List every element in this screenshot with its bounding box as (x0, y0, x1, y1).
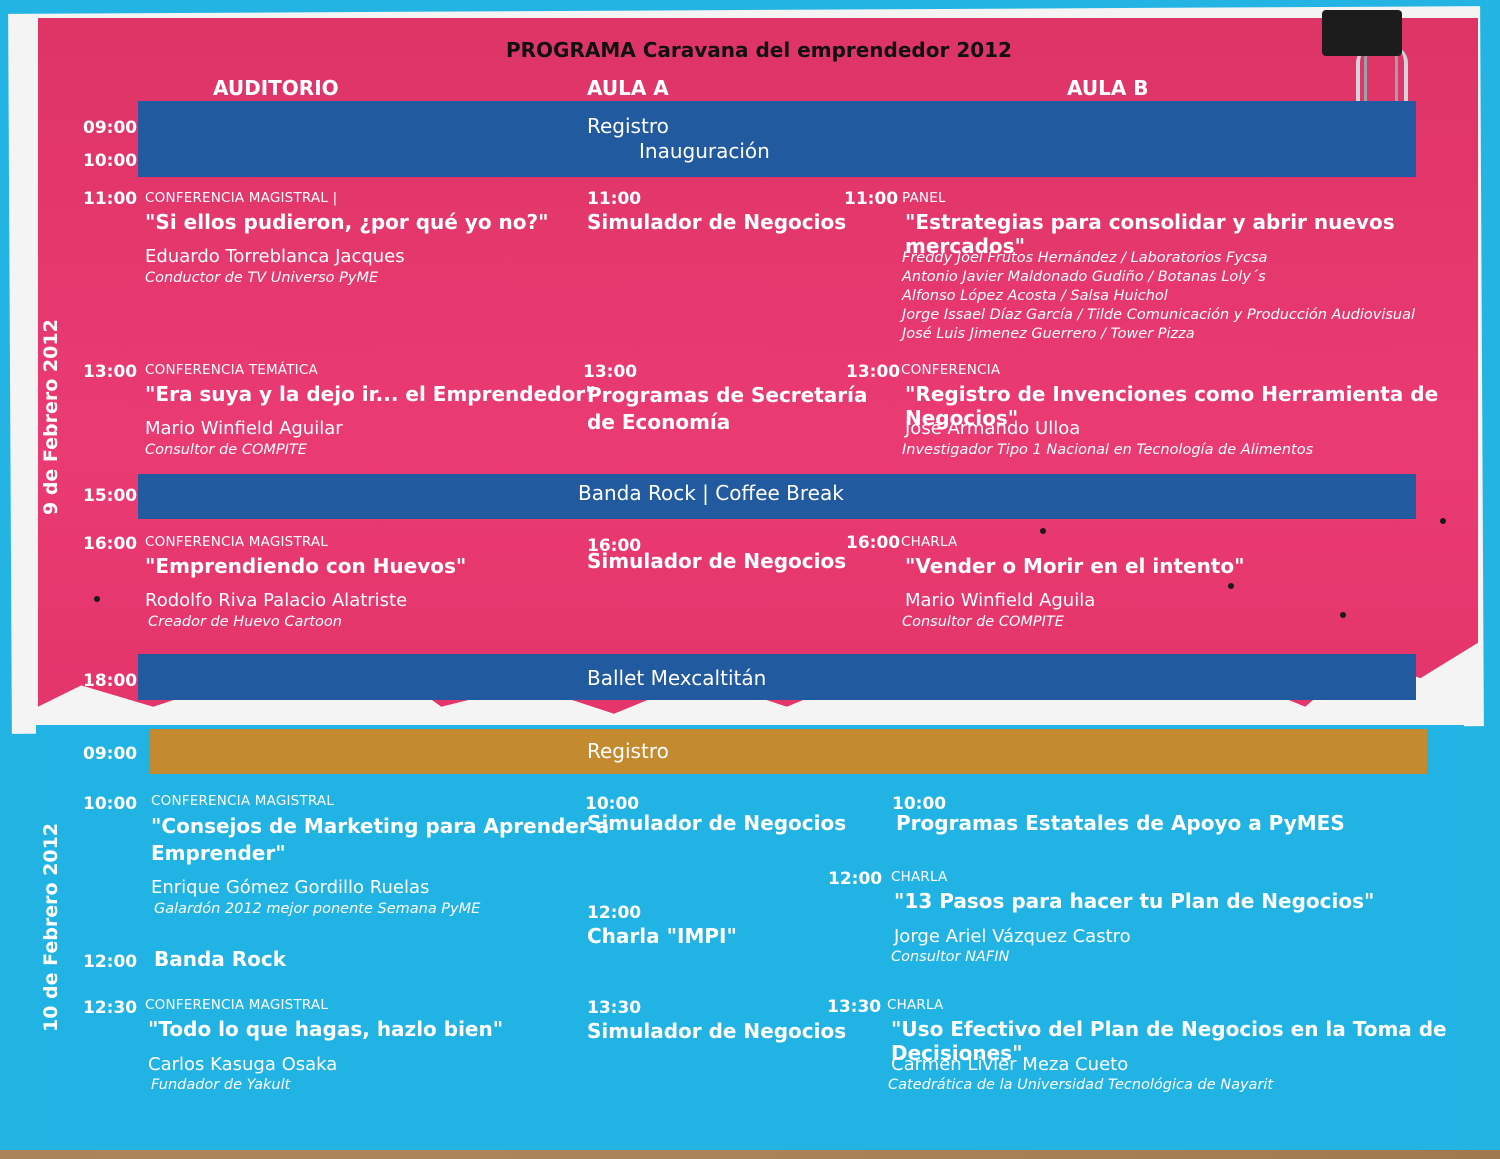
speaker-name: Rodolfo Riva Palacio Alatriste (145, 590, 408, 611)
time-label: 13:00 (583, 362, 638, 382)
panelist: Freddy Joel Frutos Hernández / Laborator… (902, 250, 1268, 266)
ink-splatter (94, 596, 100, 602)
band-coffee-break (138, 474, 1416, 519)
band-ballet (138, 654, 1416, 700)
time-label: 12:00 (83, 952, 138, 972)
talk-title: Programas Estatales de Apoyo a PyMES (896, 811, 1345, 835)
session-type: CHARLA (901, 534, 958, 550)
blue-sheet-day2 (36, 725, 1464, 1145)
session-type: CHARLA (887, 997, 944, 1013)
ink-splatter (1228, 583, 1234, 589)
talk-title: Simulador de Negocios (587, 811, 847, 835)
time-label: 16:00 (846, 533, 901, 553)
talk-title: Banda Rock (154, 947, 287, 971)
speaker-name: José Armando Ulloa (905, 418, 1081, 439)
column-header-aula-a: AULA A (587, 76, 669, 100)
speaker-affiliation: Consultor de COMPITE (145, 442, 307, 458)
speaker-affiliation: Catedrática de la Universidad Tecnológic… (888, 1077, 1274, 1093)
program-title: PROGRAMA Caravana del emprendedor 2012 (506, 38, 1012, 62)
time-label: 10:00 (83, 794, 138, 814)
time-label: 12:00 (828, 869, 883, 889)
time-label: 18:00 (83, 671, 138, 691)
panelist: Antonio Javier Maldonado Gudiño / Botana… (902, 269, 1266, 285)
speaker-name: Carlos Kasuga Osaka (148, 1054, 338, 1075)
column-header-auditorio: AUDITORIO (213, 76, 339, 100)
time-label: 11:00 (587, 189, 642, 209)
session-type: CONFERENCIA MAGISTRAL | (145, 190, 338, 206)
session-type: CONFERENCIA MAGISTRAL (151, 793, 335, 809)
talk-title: Emprender" (151, 841, 286, 865)
talk-title: "Si ellos pudieron, ¿por qué yo no?" (145, 210, 549, 234)
speaker-name: Mario Winfield Aguila (905, 590, 1096, 611)
band-text: Registro (587, 739, 669, 763)
speaker-affiliation: Consultor de COMPITE (902, 614, 1064, 630)
talk-title: Simulador de Negocios (587, 210, 847, 234)
session-type: CONFERENCIA MAGISTRAL (145, 534, 329, 550)
time-label: 16:00 (587, 536, 642, 556)
band-text: Inauguración (639, 139, 770, 163)
speaker-affiliation: Galardón 2012 mejor ponente Semana PyME (154, 901, 481, 917)
talk-title: Simulador de Negocios (587, 549, 847, 573)
talk-title: "Estrategias para consolidar y abrir nue… (905, 210, 1395, 258)
talk-title: de Economía (587, 410, 731, 434)
day1-date-label: 9 de Febrero 2012 (40, 319, 62, 515)
speaker-affiliation: Consultor NAFIN (891, 949, 1010, 965)
session-type: PANEL (902, 190, 946, 206)
session-type: CONFERENCIA MAGISTRAL (145, 997, 329, 1013)
speaker-affiliation: Creador de Huevo Cartoon (148, 614, 342, 630)
day2-date-label: 10 de Febrero 2012 (40, 822, 62, 1032)
session-type: CONFERENCIA TEMÁTICA (145, 362, 318, 378)
time-label: 13:30 (587, 998, 642, 1018)
talk-title: Programas de Secretaría (587, 383, 868, 407)
time-label: 11:00 (83, 189, 138, 209)
talk-title: "Todo lo que hagas, hazlo bien" (148, 1017, 504, 1041)
time-label: 13:00 (83, 362, 138, 382)
binder-clip-icon (1322, 10, 1402, 56)
time-label: 15:00 (83, 486, 138, 506)
talk-title: "Era suya y la dejo ir... el Emprendedor… (145, 382, 596, 406)
column-header-aula-b: AULA B (1067, 76, 1149, 100)
time-label: 12:00 (587, 903, 642, 923)
speaker-affiliation: Investigador Tipo 1 Nacional en Tecnolog… (902, 442, 1314, 458)
speaker-name: Mario Winfield Aguilar (145, 418, 343, 439)
band-text: Banda Rock | Coffee Break (578, 481, 844, 505)
speaker-affiliation: Fundador de Yakult (151, 1077, 291, 1093)
band-registro-inauguracion (138, 101, 1416, 177)
speaker-name: Carmen Livier Meza Cueto (891, 1054, 1129, 1075)
time-label: 10:00 (83, 151, 138, 171)
speaker-affiliation: Conductor de TV Universo PyME (145, 270, 379, 286)
panelist: Alfonso López Acosta / Salsa Huichol (902, 288, 1168, 304)
talk-title: Simulador de Negocios (587, 1019, 847, 1043)
speaker-name: Enrique Gómez Gordillo Ruelas (151, 877, 430, 898)
talk-title: "Uso Efectivo del Plan de Negocios en la… (891, 1017, 1447, 1065)
session-type: CONFERENCIA (901, 362, 1001, 378)
talk-title: "Registro de Invenciones como Herramient… (905, 382, 1439, 430)
time-label: 11:00 (844, 189, 899, 209)
time-label: 09:00 (83, 744, 138, 764)
band-text: Registro (587, 114, 669, 138)
talk-title: "Emprendiendo con Huevos" (145, 554, 467, 578)
ink-splatter (1440, 518, 1446, 524)
ink-splatter (1340, 612, 1346, 618)
time-label: 13:30 (827, 997, 882, 1017)
time-label: 16:00 (83, 534, 138, 554)
band-text: Ballet Mexcaltitán (587, 666, 767, 690)
panelist: Jorge Issael Díaz García / Tilde Comunic… (902, 307, 1416, 323)
panelist: José Luis Jimenez Guerrero / Tower Pizza (902, 326, 1195, 342)
time-label: 13:00 (846, 362, 901, 382)
talk-title: Charla "IMPI" (587, 924, 737, 948)
time-label: 09:00 (83, 118, 138, 138)
speaker-name: Jorge Ariel Vázquez Castro (894, 926, 1131, 947)
speaker-name: Eduardo Torreblanca Jacques (145, 246, 405, 267)
time-label: 12:30 (83, 998, 138, 1018)
session-type: CHARLA (891, 869, 948, 885)
talk-title: "13 Pasos para hacer tu Plan de Negocios… (894, 889, 1375, 913)
time-label: 10:00 (892, 794, 947, 814)
time-label: 10:00 (585, 794, 640, 814)
band-registro-day2 (150, 729, 1427, 774)
talk-title: "Vender o Morir en el intento" (905, 554, 1245, 578)
talk-title: "Consejos de Marketing para Aprender a (151, 814, 610, 838)
ink-splatter (1040, 528, 1046, 534)
